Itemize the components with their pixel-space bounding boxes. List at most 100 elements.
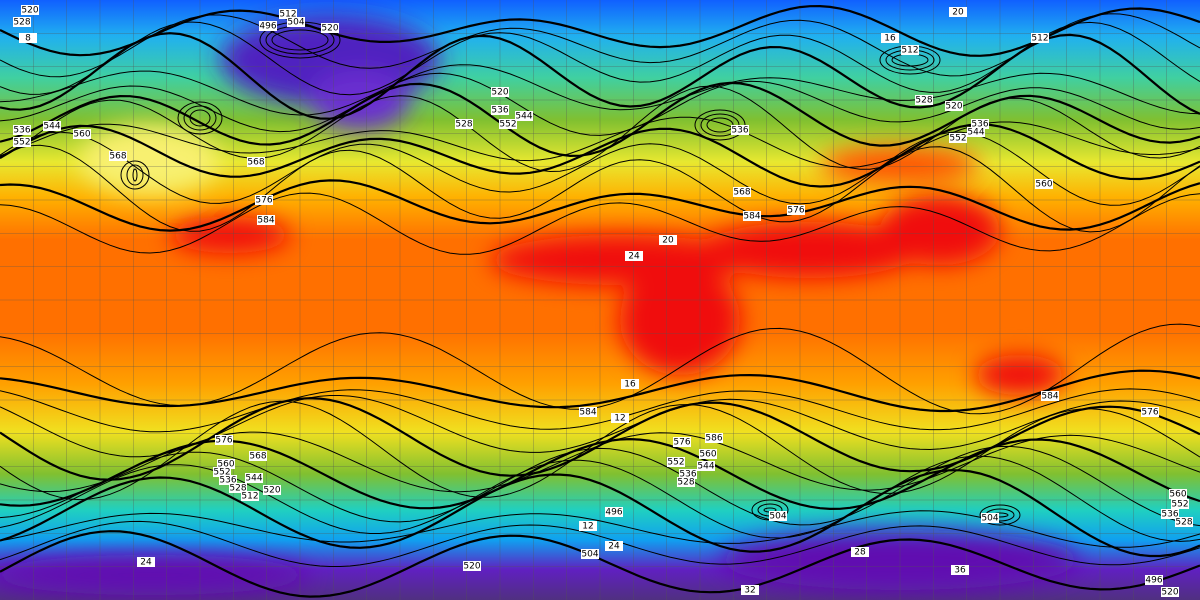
contour-label: 560 — [1169, 490, 1186, 500]
contour-label: 528 — [915, 96, 932, 106]
contour-label: 536 — [971, 120, 988, 130]
label-box — [673, 437, 691, 447]
label-box — [241, 491, 259, 501]
label-box — [43, 121, 61, 131]
contour-label: 576 — [215, 436, 232, 446]
label-box — [677, 477, 695, 487]
contour-label: 568 — [247, 158, 264, 168]
contour-line — [0, 4, 1200, 57]
label-box — [1041, 391, 1059, 401]
contour-label: 528 — [455, 120, 472, 130]
contour-line — [0, 179, 1200, 232]
label-box — [279, 9, 297, 19]
label-box — [579, 407, 597, 417]
label-box — [667, 457, 685, 467]
contour-line — [0, 455, 1200, 542]
label-box — [1161, 509, 1179, 519]
contour-line — [0, 116, 1200, 168]
contour-label: 28 — [854, 548, 866, 558]
contour-label: 560 — [699, 450, 716, 460]
contour-ring — [979, 504, 1021, 526]
label-box — [901, 45, 919, 55]
label-box — [255, 195, 273, 205]
label-box — [109, 151, 127, 161]
contour-label: 560 — [1035, 180, 1052, 190]
contour-line — [0, 192, 1200, 255]
contour-label: 552 — [1171, 500, 1188, 510]
label-box — [733, 187, 751, 197]
label-box — [1035, 179, 1053, 189]
contour-label: 544 — [697, 462, 714, 472]
contour-label: 584 — [257, 216, 274, 226]
contour-label: 496 — [605, 508, 622, 518]
contour-label: 568 — [733, 188, 750, 198]
contour-label: 24 — [140, 558, 152, 568]
contour-label: 576 — [255, 196, 272, 206]
contour-label: 504 — [981, 514, 998, 524]
contour-label: 584 — [579, 408, 596, 418]
label-box — [491, 87, 509, 97]
label-box — [579, 521, 597, 531]
contour-label: 536 — [219, 476, 236, 486]
label-box — [679, 469, 697, 479]
contour-line — [0, 400, 1200, 501]
contour-ring — [126, 164, 144, 186]
contour-line — [0, 469, 1200, 558]
label-box — [915, 95, 933, 105]
contour-label: 536 — [491, 106, 508, 116]
contour-label: 8 — [25, 34, 31, 44]
label-box — [1141, 407, 1159, 417]
contour-label: 520 — [21, 6, 38, 16]
contour-label: 544 — [967, 128, 984, 138]
contour-label: 512 — [901, 46, 918, 56]
label-box — [1031, 33, 1049, 43]
label-box — [611, 413, 629, 423]
contour-label: 520 — [263, 486, 280, 496]
contour-label: 16 — [884, 34, 896, 44]
contour-line — [0, 123, 1200, 188]
contour-label: 584 — [1041, 392, 1058, 402]
contour-ring — [177, 101, 223, 135]
contour-line — [0, 437, 1200, 511]
contour-label: 568 — [109, 152, 126, 162]
contour-label: 552 — [213, 468, 230, 478]
label-box — [743, 211, 761, 221]
label-box — [1171, 499, 1189, 509]
label-box — [73, 129, 91, 139]
contour-label: 544 — [245, 474, 262, 484]
contour-label: 504 — [581, 550, 598, 560]
label-box — [605, 507, 623, 517]
contour-line — [0, 445, 1200, 527]
contour-label: 528 — [13, 18, 30, 28]
label-box — [137, 557, 155, 567]
contour-label: 520 — [321, 24, 338, 34]
contour-label: 528 — [229, 484, 246, 494]
contour-label: 568 — [249, 452, 266, 462]
label-box — [981, 513, 999, 523]
label-box — [581, 549, 599, 559]
contour-label: 36 — [954, 566, 966, 576]
contour-label: 536 — [1161, 510, 1178, 520]
label-box — [247, 157, 265, 167]
label-box — [491, 105, 509, 115]
contour-label: 24 — [608, 542, 620, 552]
contour-label: 12 — [614, 414, 625, 424]
contour-label: 528 — [1175, 518, 1192, 528]
label-box — [499, 119, 517, 129]
label-box — [1161, 587, 1179, 597]
height-contours — [0, 4, 1200, 598]
contour-label: 544 — [43, 122, 60, 132]
contour-ring — [132, 168, 138, 182]
label-box — [321, 23, 339, 33]
contour-ring — [271, 29, 329, 51]
contour-label: 586 — [705, 434, 722, 444]
contour-label: 536 — [13, 126, 30, 136]
label-box — [219, 475, 237, 485]
contour-label: 576 — [787, 206, 804, 216]
contour-line — [0, 510, 1200, 548]
contour-label: 24 — [628, 252, 640, 262]
contour-label: 536 — [679, 470, 696, 480]
label-box — [949, 133, 967, 143]
contour-label: 16 — [624, 380, 636, 390]
